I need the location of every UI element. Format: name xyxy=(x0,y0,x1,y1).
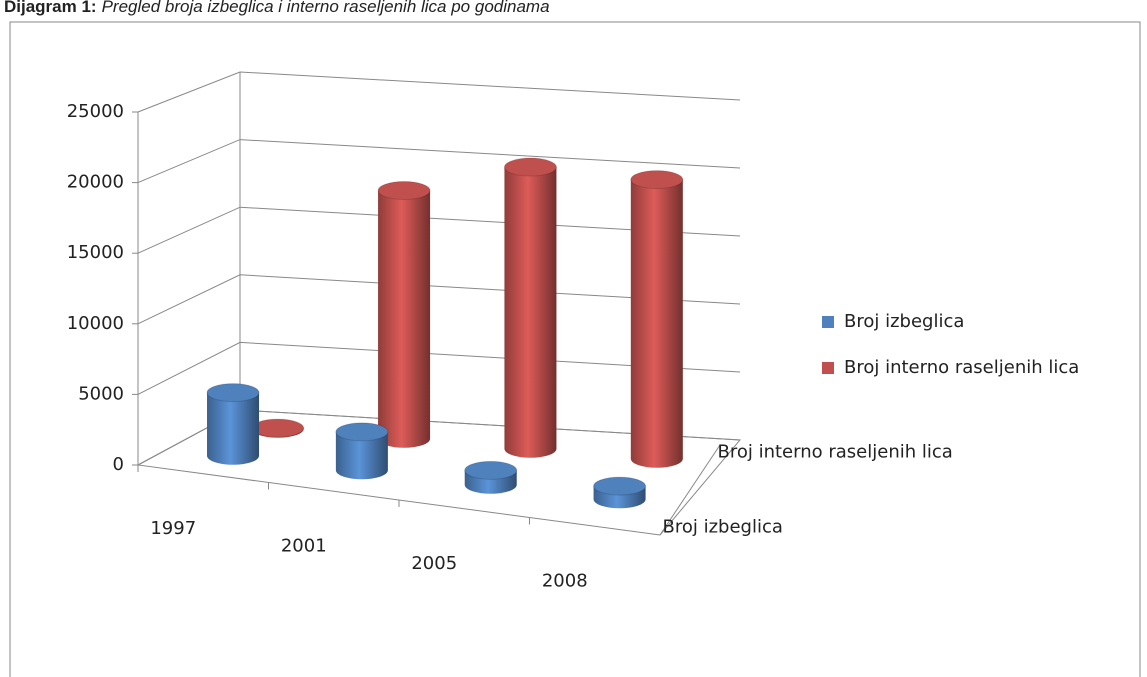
cylinder-body xyxy=(630,179,683,468)
legend-label: Broj interno raseljenih lica xyxy=(844,357,1079,378)
cylinder xyxy=(206,383,260,465)
cylinder-body xyxy=(335,431,388,480)
grid-line xyxy=(137,341,741,395)
x-tick-label: 2001 xyxy=(281,535,327,556)
y-tick-label: 20000 xyxy=(67,172,124,193)
y-tick-label: 5000 xyxy=(78,383,124,404)
depth-axis xyxy=(659,444,721,536)
cylinder-top xyxy=(464,460,518,480)
cylinder-body xyxy=(207,392,260,465)
x-tick-label: 2005 xyxy=(411,553,457,574)
depth-label: Broj interno raseljenih lica xyxy=(718,442,953,463)
chart-frame xyxy=(9,21,1141,677)
x-tick-label: 2008 xyxy=(542,570,588,591)
cylinder-top xyxy=(206,383,260,403)
grid-line xyxy=(137,139,741,184)
cylinder-top xyxy=(251,418,305,438)
y-tick-label: 10000 xyxy=(67,313,124,334)
legend-swatch xyxy=(822,362,834,374)
chart-title-block: Dijagram 1: Pregled broja izbeglica i int… xyxy=(4,0,550,16)
legend-label: Broj izbeglica xyxy=(844,311,964,332)
grid-line xyxy=(137,206,741,254)
y-tick-label: 15000 xyxy=(67,242,124,263)
title-label: Dijagram 1: xyxy=(4,0,97,16)
cylinder-top xyxy=(377,180,431,200)
grid-line xyxy=(137,274,741,325)
cylinder xyxy=(377,180,431,448)
chart-title: Pregled broja izbeglica i interno raselj… xyxy=(102,0,550,16)
cylinder-top xyxy=(630,170,684,190)
cylinder-body xyxy=(504,167,557,458)
cylinder xyxy=(593,476,647,509)
depth-label: Broj izbeglica xyxy=(663,517,783,538)
cylinder xyxy=(630,170,684,468)
cylinder xyxy=(335,422,389,480)
cylinder-top xyxy=(593,476,647,496)
cylinder-body xyxy=(378,190,431,448)
cylinder-top xyxy=(335,422,389,442)
cylinder-top xyxy=(503,157,557,177)
y-tick-label: 25000 xyxy=(67,101,124,122)
y-tick-label: 0 xyxy=(113,454,124,475)
grid-line xyxy=(137,71,741,113)
x-tick-label: 1997 xyxy=(150,518,196,539)
legend-swatch xyxy=(822,316,834,328)
cylinder xyxy=(464,460,518,494)
cylinder xyxy=(251,418,305,438)
cylinder xyxy=(503,157,557,458)
